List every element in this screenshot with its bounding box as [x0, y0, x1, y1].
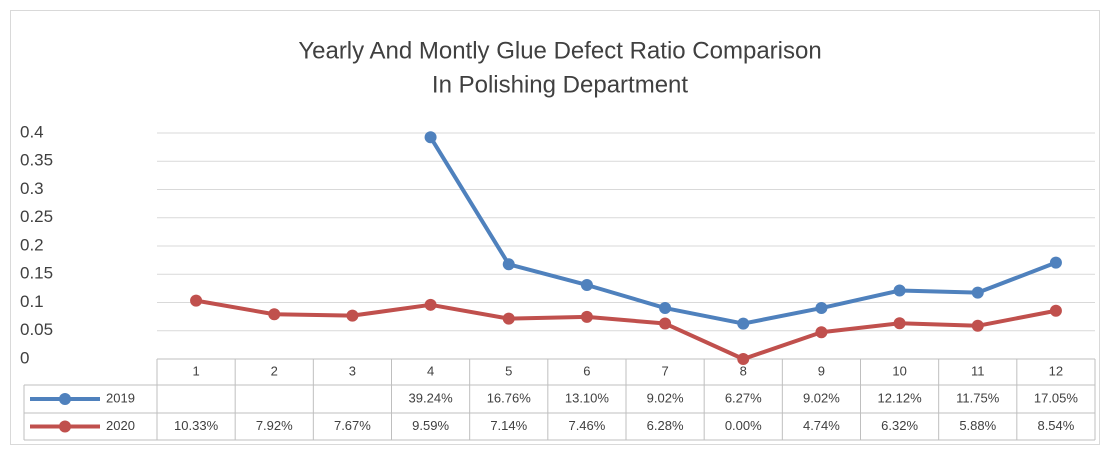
- table-value: 13.10%: [565, 390, 610, 405]
- table-value: 11.75%: [956, 390, 1000, 405]
- y-tick-label: 0: [20, 348, 29, 367]
- data-point: [502, 258, 515, 271]
- x-tick-label: 8: [740, 363, 747, 378]
- x-tick-label: 12: [1049, 363, 1063, 378]
- table-value: 7.14%: [490, 418, 527, 433]
- x-tick-label: 9: [818, 363, 825, 378]
- table-value: 10.33%: [174, 418, 219, 433]
- x-tick-label: 1: [192, 363, 199, 378]
- data-point: [815, 302, 828, 315]
- y-tick-label: 0.25: [20, 207, 53, 226]
- data-point: [659, 302, 672, 315]
- data-point: [1049, 304, 1062, 317]
- data-point: [893, 317, 906, 330]
- table-value: 8.54%: [1037, 418, 1074, 433]
- table-value: 17.05%: [1034, 390, 1079, 405]
- table-value: 9.59%: [412, 418, 449, 433]
- data-point: [737, 317, 750, 330]
- y-tick-label: 0.35: [20, 151, 53, 170]
- table-value: 7.67%: [334, 418, 371, 433]
- data-point: [268, 308, 281, 321]
- table-value: 6.32%: [881, 418, 918, 433]
- legend-label: 2020: [106, 418, 135, 433]
- x-tick-label: 2: [271, 363, 278, 378]
- data-point: [424, 131, 437, 144]
- table-value: 39.24%: [409, 390, 454, 405]
- table-value: 6.28%: [647, 418, 684, 433]
- table-value: 9.02%: [803, 390, 840, 405]
- x-tick-label: 10: [892, 363, 906, 378]
- series-line: [195, 298, 1057, 361]
- table-value: 5.88%: [959, 418, 996, 433]
- chart-title: Yearly And Montly Glue Defect Ratio Comp…: [298, 37, 821, 64]
- data-point: [737, 353, 750, 365]
- table-value: 9.02%: [647, 390, 684, 405]
- data-point: [971, 319, 984, 332]
- chart-frame: [10, 10, 1100, 445]
- data-point: [424, 298, 437, 311]
- data-point: [502, 312, 515, 325]
- table-value: 0.00%: [725, 418, 762, 433]
- data-point: [815, 326, 828, 339]
- y-tick-label: 0.4: [20, 122, 44, 141]
- legend-label: 2019: [106, 390, 135, 405]
- data-point: [1049, 256, 1062, 269]
- table-value: 7.92%: [256, 418, 293, 433]
- y-tick-label: 0.1: [20, 292, 44, 311]
- table-value: 6.27%: [725, 390, 762, 405]
- x-tick-label: 4: [427, 363, 434, 378]
- x-tick-label: 7: [661, 363, 668, 378]
- data-point: [580, 310, 593, 323]
- data-point: [346, 309, 359, 322]
- table-value: 4.74%: [803, 418, 840, 433]
- x-tick-label: 6: [583, 363, 590, 378]
- data-point: [893, 284, 906, 297]
- x-tick-label: 3: [349, 363, 356, 378]
- table-value: 16.76%: [487, 390, 532, 405]
- data-point: [971, 286, 984, 299]
- chart-title: In Polishing Department: [432, 71, 688, 98]
- legend-marker: [59, 393, 71, 405]
- y-tick-label: 0.3: [20, 179, 44, 198]
- y-tick-label: 0.05: [20, 320, 53, 339]
- table-value: 7.46%: [568, 418, 605, 433]
- data-point: [580, 278, 593, 291]
- x-tick-label: 11: [971, 363, 985, 378]
- data-point: [190, 294, 203, 307]
- y-tick-label: 0.15: [20, 264, 53, 283]
- table-value: 12.12%: [878, 390, 923, 405]
- legend-marker: [59, 420, 71, 433]
- x-tick-label: 5: [505, 363, 512, 378]
- y-tick-label: 0.2: [20, 235, 44, 254]
- data-point: [659, 317, 672, 330]
